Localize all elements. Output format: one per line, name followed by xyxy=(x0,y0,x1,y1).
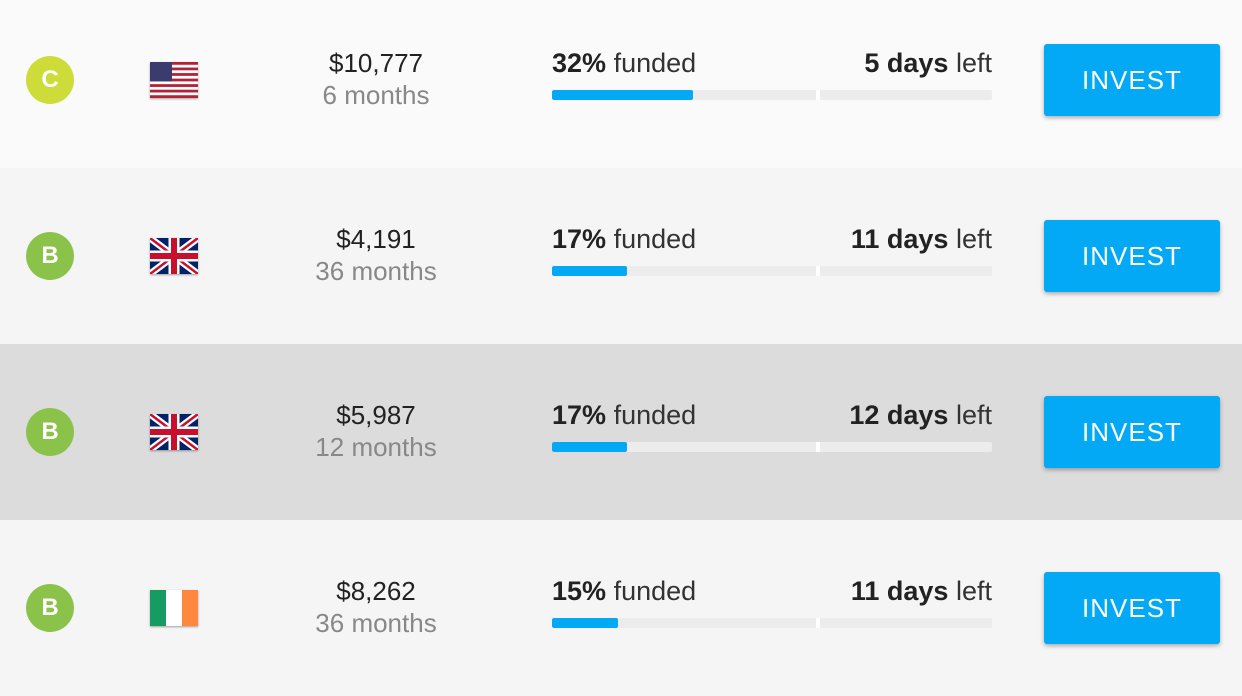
progress-divider xyxy=(816,618,820,628)
funded-word: funded xyxy=(613,48,697,78)
flag-ie xyxy=(150,590,198,626)
loan-amount: $4,191 xyxy=(336,224,416,254)
invest-button[interactable]: INVEST xyxy=(1044,220,1220,292)
funded-text: 17% funded xyxy=(552,400,696,430)
progress-fill xyxy=(552,442,627,452)
loan-amount: $8,262 xyxy=(336,576,416,606)
loan-row[interactable]: B $4,191 36 months 17% funded 11 days le… xyxy=(0,168,1242,344)
loan-term: 6 months xyxy=(322,80,430,110)
invest-button[interactable]: INVEST xyxy=(1044,396,1220,468)
progress-fill xyxy=(552,266,627,276)
progress-fill xyxy=(552,90,693,100)
loan-term: 36 months xyxy=(315,608,437,638)
funded-word: funded xyxy=(613,400,697,430)
days-left: 11 days left xyxy=(851,576,992,606)
loan-row[interactable]: B $8,262 36 months 15% funded 11 days le… xyxy=(0,520,1242,696)
days-count: 12 days xyxy=(849,400,949,430)
loan-row[interactable]: C $10,777 6 months 32% funded 5 days lef… xyxy=(0,0,1242,168)
days-count: 11 days xyxy=(850,576,949,606)
progress-track xyxy=(552,442,992,452)
loan-amount: $5,987 xyxy=(336,400,416,430)
left-word: left xyxy=(955,224,992,254)
grade-badge: B xyxy=(26,408,74,456)
left-word: left xyxy=(955,576,992,606)
funded-word: funded xyxy=(613,576,697,606)
funded-percent: 17% xyxy=(552,400,607,430)
funded-percent: 15% xyxy=(552,576,607,606)
funded-text: 17% funded xyxy=(552,224,696,254)
loan-term: 12 months xyxy=(315,432,437,462)
invest-button[interactable]: INVEST xyxy=(1044,572,1220,644)
progress-track xyxy=(552,618,992,628)
funded-text: 32% funded xyxy=(552,48,696,78)
flag-uk xyxy=(150,238,198,274)
days-left: 12 days left xyxy=(849,400,992,430)
progress-divider xyxy=(816,442,820,452)
progress-fill xyxy=(552,618,618,628)
flag-uk xyxy=(150,414,198,450)
days-count: 5 days xyxy=(864,48,949,78)
progress-track xyxy=(552,266,992,276)
progress-divider xyxy=(816,266,820,276)
funded-percent: 17% xyxy=(552,224,607,254)
loan-term: 36 months xyxy=(315,256,437,286)
loan-row[interactable]: B $5,987 12 months 17% funded 12 days le… xyxy=(0,344,1242,520)
days-left: 5 days left xyxy=(864,48,992,78)
days-left: 11 days left xyxy=(851,224,992,254)
funded-word: funded xyxy=(613,224,697,254)
progress-track xyxy=(552,90,992,100)
funded-percent: 32% xyxy=(552,48,607,78)
grade-badge: B xyxy=(26,232,74,280)
days-count: 11 days xyxy=(850,224,949,254)
left-word: left xyxy=(955,48,992,78)
invest-button[interactable]: INVEST xyxy=(1044,44,1220,116)
grade-badge: B xyxy=(26,584,74,632)
flag-us xyxy=(150,62,198,98)
loan-amount: $10,777 xyxy=(329,48,423,78)
grade-badge: C xyxy=(26,56,74,104)
funded-text: 15% funded xyxy=(552,576,696,606)
left-word: left xyxy=(955,400,992,430)
progress-divider xyxy=(816,90,820,100)
